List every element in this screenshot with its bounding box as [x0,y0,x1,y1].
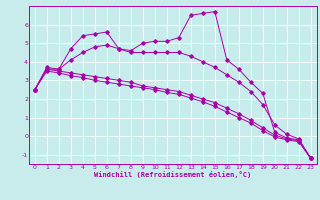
X-axis label: Windchill (Refroidissement éolien,°C): Windchill (Refroidissement éolien,°C) [94,171,252,178]
